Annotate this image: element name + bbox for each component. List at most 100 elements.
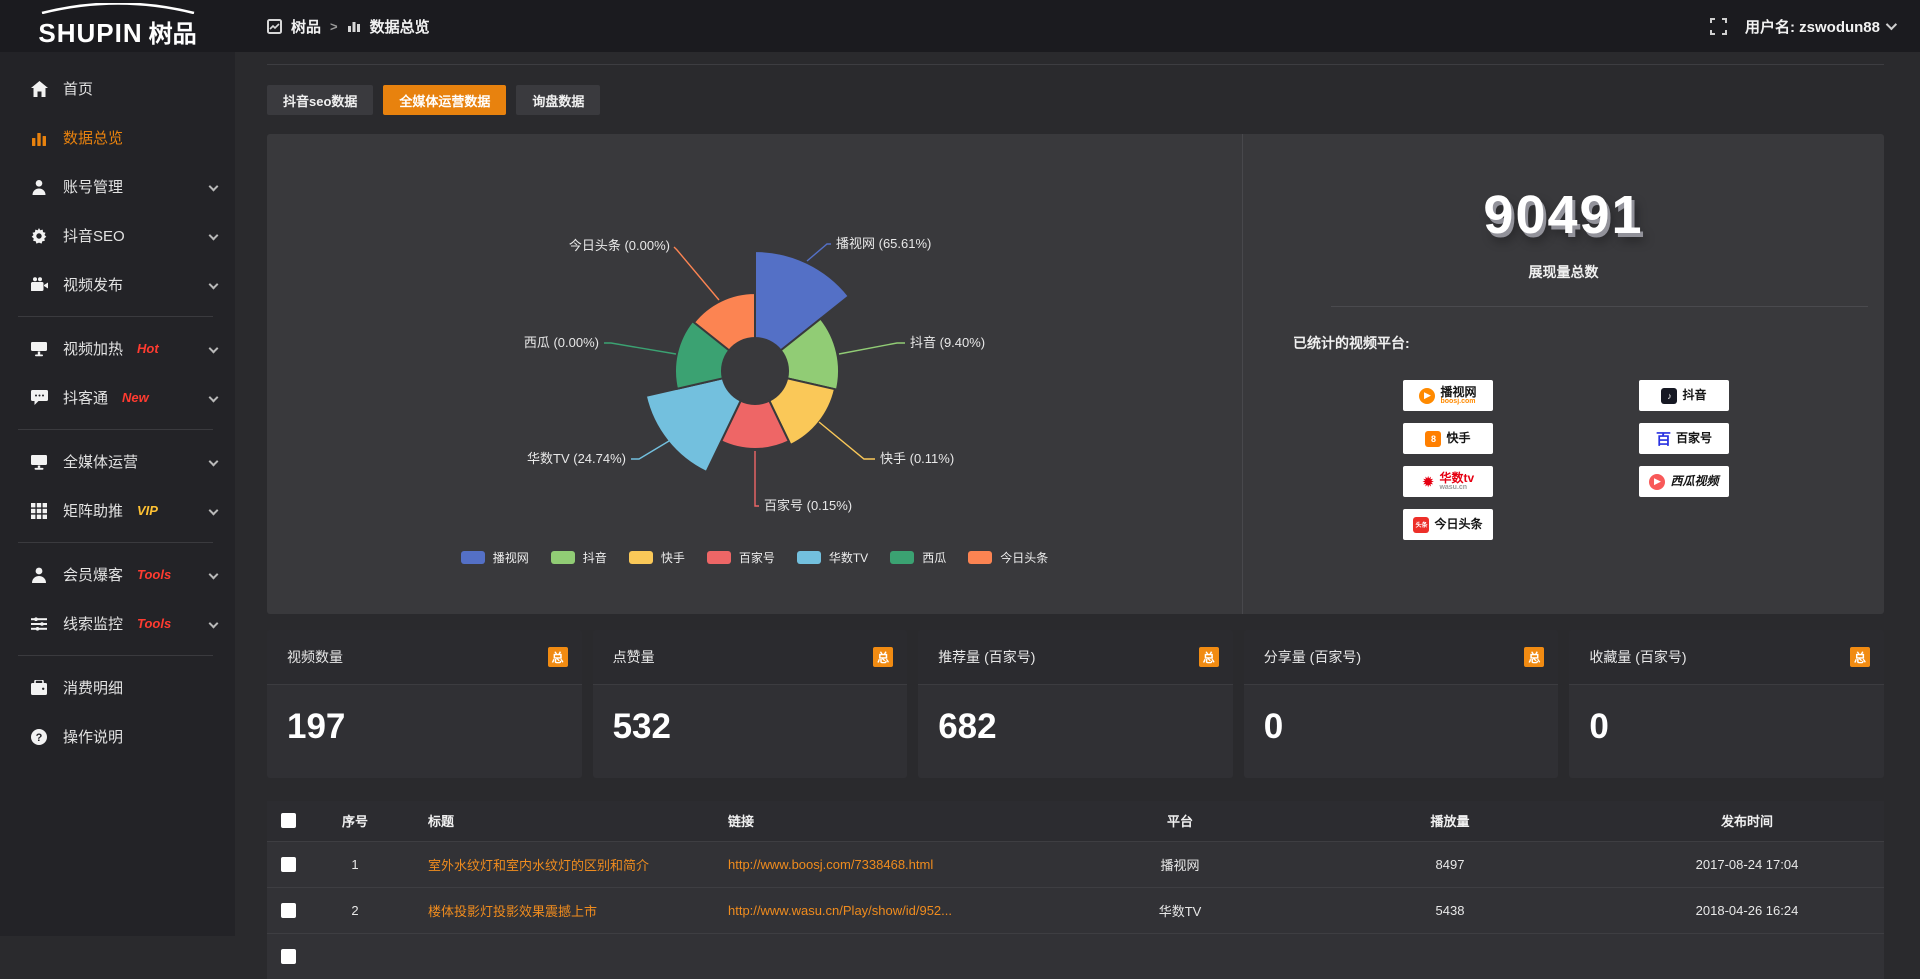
total-badge: 总 [1850,647,1870,667]
tab-抖音seo数据[interactable]: 抖音seo数据 [267,85,373,115]
sidebar-item-视频发布[interactable]: 视频发布 [0,260,235,309]
sidebar-divider [18,655,213,656]
total-badge: 总 [1199,647,1219,667]
kuaishou-icon: 8 [1425,431,1441,447]
user-menu[interactable]: 用户名: zswodun88 [1745,16,1894,37]
logo-text-cn: 树品 [149,14,197,49]
legend-item-今日头条[interactable]: 今日头条 [968,549,1048,566]
table-header-row: 序号标题链接平台播放量发布时间 [267,801,1884,841]
legend-swatch [629,551,653,564]
video-url-link[interactable]: http://www.wasu.cn/Play/show/id/952... [728,903,952,918]
platform-badge-快手[interactable]: 8 快手 [1403,423,1493,454]
chevron-down-icon [209,182,219,192]
summary-divider [1331,306,1868,307]
impressions-total-label: 展现量总数 [1243,262,1884,282]
sidebar-item-label: 线索监控 [63,613,123,634]
sidebar-item-操作说明[interactable]: ?操作说明 [0,712,235,761]
stat-card-title: 推荐量 (百家号) [938,647,1035,667]
stat-card-title: 分享量 (百家号) [1264,647,1361,667]
pie-label-line-抖音 [839,343,905,354]
legend-label: 西瓜 [922,549,946,566]
tab-询盘数据[interactable]: 询盘数据 [516,85,600,115]
cell-plays: 8497 [1290,841,1610,887]
stat-card-收藏量 (百家号): 收藏量 (百家号)总0 [1569,630,1884,778]
user-name-value: zswodun88 [1799,19,1880,36]
sidebar-item-抖音SEO[interactable]: 抖音SEO [0,211,235,260]
tab-全媒体运营数据[interactable]: 全媒体运营数据 [383,85,506,115]
stat-card-value: 197 [267,685,582,747]
legend-swatch [707,551,731,564]
total-badge: 总 [548,647,568,667]
cell-plays: 5438 [1290,887,1610,933]
breadcrumb-current[interactable]: 数据总览 [370,16,430,37]
sidebar-item-全媒体运营[interactable]: 全媒体运营 [0,437,235,486]
fullscreen-icon[interactable] [1710,18,1727,35]
sidebar-item-账号管理[interactable]: 账号管理 [0,162,235,211]
video-url-link[interactable]: http://www.boosj.com/7338468.html [728,857,933,872]
legend-label: 百家号 [739,549,775,566]
platform-badge-name: 快手 [1446,432,1470,445]
platform-badge-name: 百家号 [1676,432,1712,445]
sidebar-item-数据总览[interactable]: 数据总览 [0,113,235,162]
user-icon [30,179,48,195]
sidebar-item-消费明细[interactable]: 消费明细 [0,663,235,712]
video-title-link[interactable]: 楼体投影灯投影效果震撼上市 [428,904,597,919]
column-header-标题: 标题 [400,801,700,841]
video-publish-icon [30,277,48,292]
pie-label-快手: 快手 (0.11%) [880,451,954,466]
chart-legend: 播视网 抖音 快手 百家号 华数TV 西瓜 今日头条 [267,549,1242,566]
legend-item-西瓜[interactable]: 西瓜 [890,549,946,566]
sidebar-item-label: 数据总览 [63,127,123,148]
table-row-partial [267,933,1884,979]
legend-item-快手[interactable]: 快手 [629,549,685,566]
row-checkbox[interactable] [281,903,296,918]
sidebar-item-首页[interactable]: 首页 [0,64,235,113]
stat-card-title: 视频数量 [287,647,343,667]
select-all-header [267,801,310,841]
sidebar-item-label: 抖客通 [63,387,108,408]
legend-item-华数TV[interactable]: 华数TV [797,549,868,566]
legend-swatch [968,551,992,564]
column-header-平台: 平台 [1070,801,1290,841]
stat-card-title: 点赞量 [613,647,655,667]
pie-label-line-播视网 [807,244,831,261]
platform-badge-百家号[interactable]: 百百家号 [1639,423,1729,454]
row-checkbox[interactable] [281,949,296,964]
app-logo: SHUPIN 树品 [0,3,235,49]
sidebar-item-label: 首页 [63,78,93,99]
legend-label: 播视网 [493,549,529,566]
sidebar-item-label: 账号管理 [63,176,123,197]
legend-swatch [551,551,575,564]
legend-item-抖音[interactable]: 抖音 [551,549,607,566]
row-checkbox[interactable] [281,857,296,872]
overview-chart-panel: 播视网 (65.61%)抖音 (9.40%)快手 (0.11%)百家号 (0.1… [267,134,1884,614]
chat-bubble-icon [30,390,48,405]
platform-share-rose-chart: 播视网 (65.61%)抖音 (9.40%)快手 (0.11%)百家号 (0.1… [267,134,1242,614]
xigua-play-icon: ▶ [1649,474,1665,490]
legend-item-播视网[interactable]: 播视网 [461,549,529,566]
breadcrumb-root[interactable]: 树品 [291,16,321,37]
legend-item-百家号[interactable]: 百家号 [707,549,775,566]
video-title-link[interactable]: 室外水纹灯和室内水纹灯的区别和简介 [428,858,649,873]
select-all-checkbox[interactable] [281,813,296,828]
cell-platform: 播视网 [1070,841,1290,887]
pie-slice-华数TV[interactable] [646,378,741,472]
breadcrumb-separator: > [330,19,338,34]
platform-badge-subtext: boosj.com [1440,398,1475,405]
platforms-counted-label: 已统计的视频平台: [1293,333,1884,353]
top-bar: SHUPIN 树品 树品 > 数据总览 用户名: zswodun88 [0,0,1920,52]
sidebar-divider [18,429,213,430]
total-badge: 总 [1524,647,1544,667]
platform-badge-今日头条[interactable]: 头条今日头条 [1403,509,1493,540]
platform-badge-抖音[interactable]: ♪抖音 [1639,380,1729,411]
platform-badge-西瓜视频[interactable]: ▶西瓜视频 [1639,466,1729,497]
